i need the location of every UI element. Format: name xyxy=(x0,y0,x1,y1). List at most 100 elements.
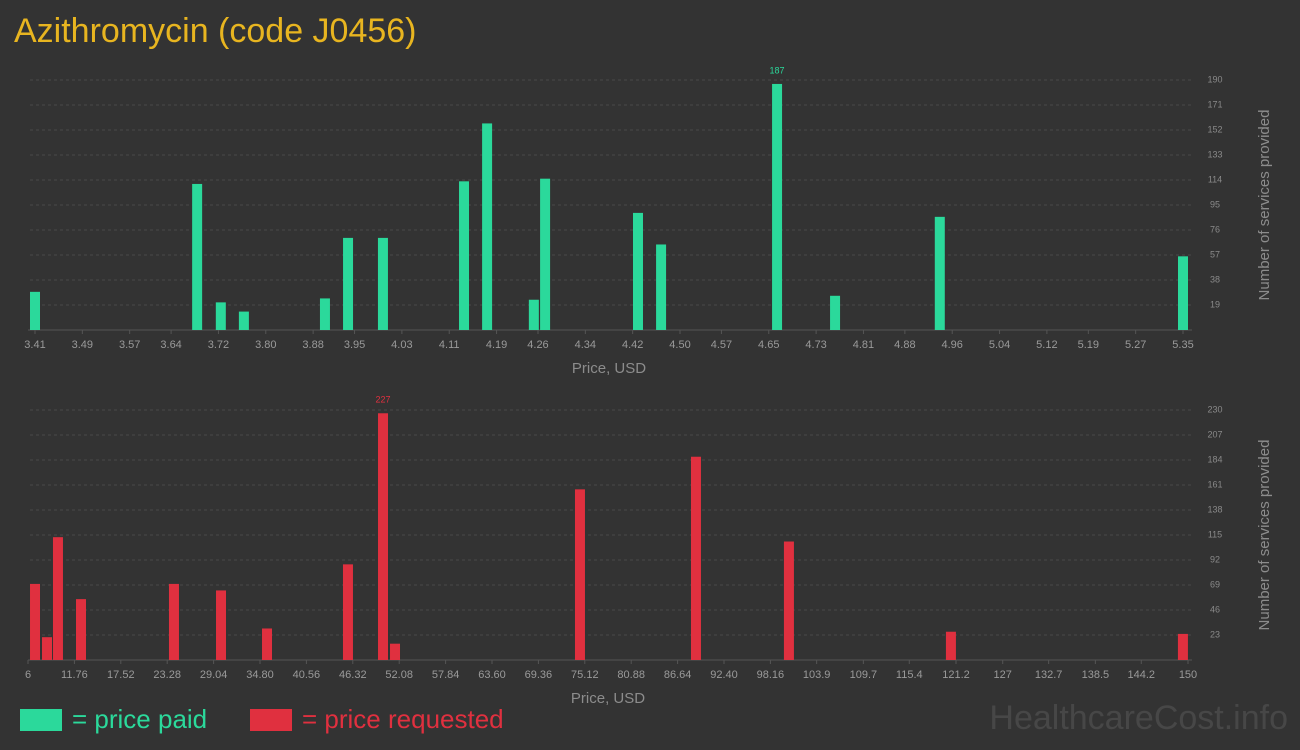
x-tick-label: 4.34 xyxy=(575,339,596,351)
y-tick-label: 92 xyxy=(1210,554,1220,564)
x-tick-label: 127 xyxy=(994,669,1012,681)
y-tick-label: 184 xyxy=(1207,454,1222,464)
x-tick-label: 52.08 xyxy=(385,669,413,681)
y-tick-label: 133 xyxy=(1207,149,1222,159)
bar xyxy=(319,298,330,330)
y-tick-label: 69 xyxy=(1210,579,1220,589)
x-tick-label: 11.76 xyxy=(61,669,88,681)
x-tick-label: 98.16 xyxy=(757,669,785,681)
x-tick-label: 3.95 xyxy=(344,339,365,351)
x-axis-title: Price, USD xyxy=(571,690,645,707)
x-tick-label: 29.04 xyxy=(200,669,228,681)
x-tick-label: 4.96 xyxy=(942,339,963,351)
x-tick-label: 5.04 xyxy=(989,339,1010,351)
x-tick-label: 4.81 xyxy=(853,339,874,351)
x-tick-label: 5.27 xyxy=(1125,339,1146,351)
x-tick-label: 6 xyxy=(25,669,31,681)
bar xyxy=(656,244,667,330)
x-tick-label: 75.12 xyxy=(571,669,599,681)
y-tick-label: 115 xyxy=(1208,529,1222,539)
bar xyxy=(390,643,401,660)
y-tick-label: 95 xyxy=(1210,199,1220,209)
legend-label: = price requested xyxy=(302,704,504,734)
bar xyxy=(783,541,794,660)
x-tick-label: 23.28 xyxy=(153,669,181,681)
y-tick-label: 23 xyxy=(1210,629,1220,639)
y-tick-label: 171 xyxy=(1207,99,1222,109)
x-tick-label: 5.19 xyxy=(1078,339,1099,351)
bar xyxy=(830,295,841,330)
y-axis-title: Number of services provided xyxy=(1256,110,1273,301)
bar xyxy=(52,537,63,660)
x-tick-label: 5.35 xyxy=(1172,339,1193,351)
x-tick-label: 46.32 xyxy=(339,669,367,681)
x-tick-label: 121.2 xyxy=(942,669,970,681)
bar xyxy=(377,237,388,330)
x-tick-label: 57.84 xyxy=(432,669,460,681)
bar xyxy=(934,216,945,330)
x-tick-label: 17.52 xyxy=(107,669,135,681)
x-tick-label: 3.57 xyxy=(119,339,140,351)
x-tick-label: 4.73 xyxy=(805,339,826,351)
bar xyxy=(343,237,354,330)
x-tick-label: 5.12 xyxy=(1036,339,1057,351)
y-tick-label: 38 xyxy=(1210,274,1220,284)
x-tick-label: 86.64 xyxy=(664,669,692,681)
data-label: 227 xyxy=(375,395,390,405)
y-tick-label: 57 xyxy=(1210,249,1220,259)
x-tick-label: 63.60 xyxy=(478,669,506,681)
x-tick-label: 34.80 xyxy=(246,669,274,681)
x-tick-label: 92.40 xyxy=(710,669,738,681)
x-tick-label: 4.57 xyxy=(711,339,732,351)
x-tick-label: 3.80 xyxy=(255,339,276,351)
x-tick-label: 3.49 xyxy=(72,339,93,351)
legend-label: = price paid xyxy=(72,704,207,734)
bar xyxy=(540,178,551,330)
x-tick-label: 80.88 xyxy=(617,669,645,681)
x-tick-label: 3.41 xyxy=(24,339,45,351)
bar xyxy=(528,299,539,330)
y-tick-label: 114 xyxy=(1208,174,1222,184)
data-label: 187 xyxy=(770,65,785,75)
x-tick-label: 4.65 xyxy=(758,339,779,351)
bar xyxy=(772,83,783,331)
x-tick-label: 132.7 xyxy=(1035,669,1063,681)
bar xyxy=(30,583,41,660)
x-tick-label: 4.88 xyxy=(894,339,915,351)
y-axis-title: Number of services provided xyxy=(1256,440,1273,631)
title: Azithromycin (code J0456) xyxy=(14,12,417,50)
bar xyxy=(168,583,179,660)
x-tick-label: 4.11 xyxy=(439,339,460,351)
x-tick-label: 4.26 xyxy=(527,339,548,351)
x-tick-label: 115.4 xyxy=(896,669,923,681)
bar xyxy=(945,631,956,660)
bar xyxy=(262,628,273,660)
y-tick-label: 46 xyxy=(1210,604,1220,614)
bar xyxy=(30,291,40,330)
x-tick-label: 109.7 xyxy=(850,669,878,681)
x-tick-label: 3.64 xyxy=(160,339,181,351)
bar xyxy=(238,311,249,330)
bar xyxy=(1177,633,1188,660)
x-axis-title: Price, USD xyxy=(572,360,646,377)
y-tick-label: 161 xyxy=(1207,479,1222,489)
x-tick-label: 4.03 xyxy=(391,339,412,351)
bar xyxy=(76,599,87,660)
legend-swatch xyxy=(20,709,62,731)
x-tick-label: 103.9 xyxy=(803,669,831,681)
bar xyxy=(378,413,389,660)
y-tick-label: 138 xyxy=(1207,504,1222,514)
x-tick-label: 69.36 xyxy=(525,669,553,681)
y-tick-label: 76 xyxy=(1210,224,1220,234)
x-tick-label: 150 xyxy=(1179,669,1197,681)
bar xyxy=(215,302,226,330)
x-tick-label: 3.88 xyxy=(302,339,323,351)
bar xyxy=(216,590,227,660)
bar xyxy=(192,183,203,330)
y-tick-label: 19 xyxy=(1210,299,1220,309)
legend-swatch xyxy=(250,709,292,731)
bar xyxy=(690,456,701,660)
watermark: HealthcareCost.info xyxy=(989,699,1288,737)
